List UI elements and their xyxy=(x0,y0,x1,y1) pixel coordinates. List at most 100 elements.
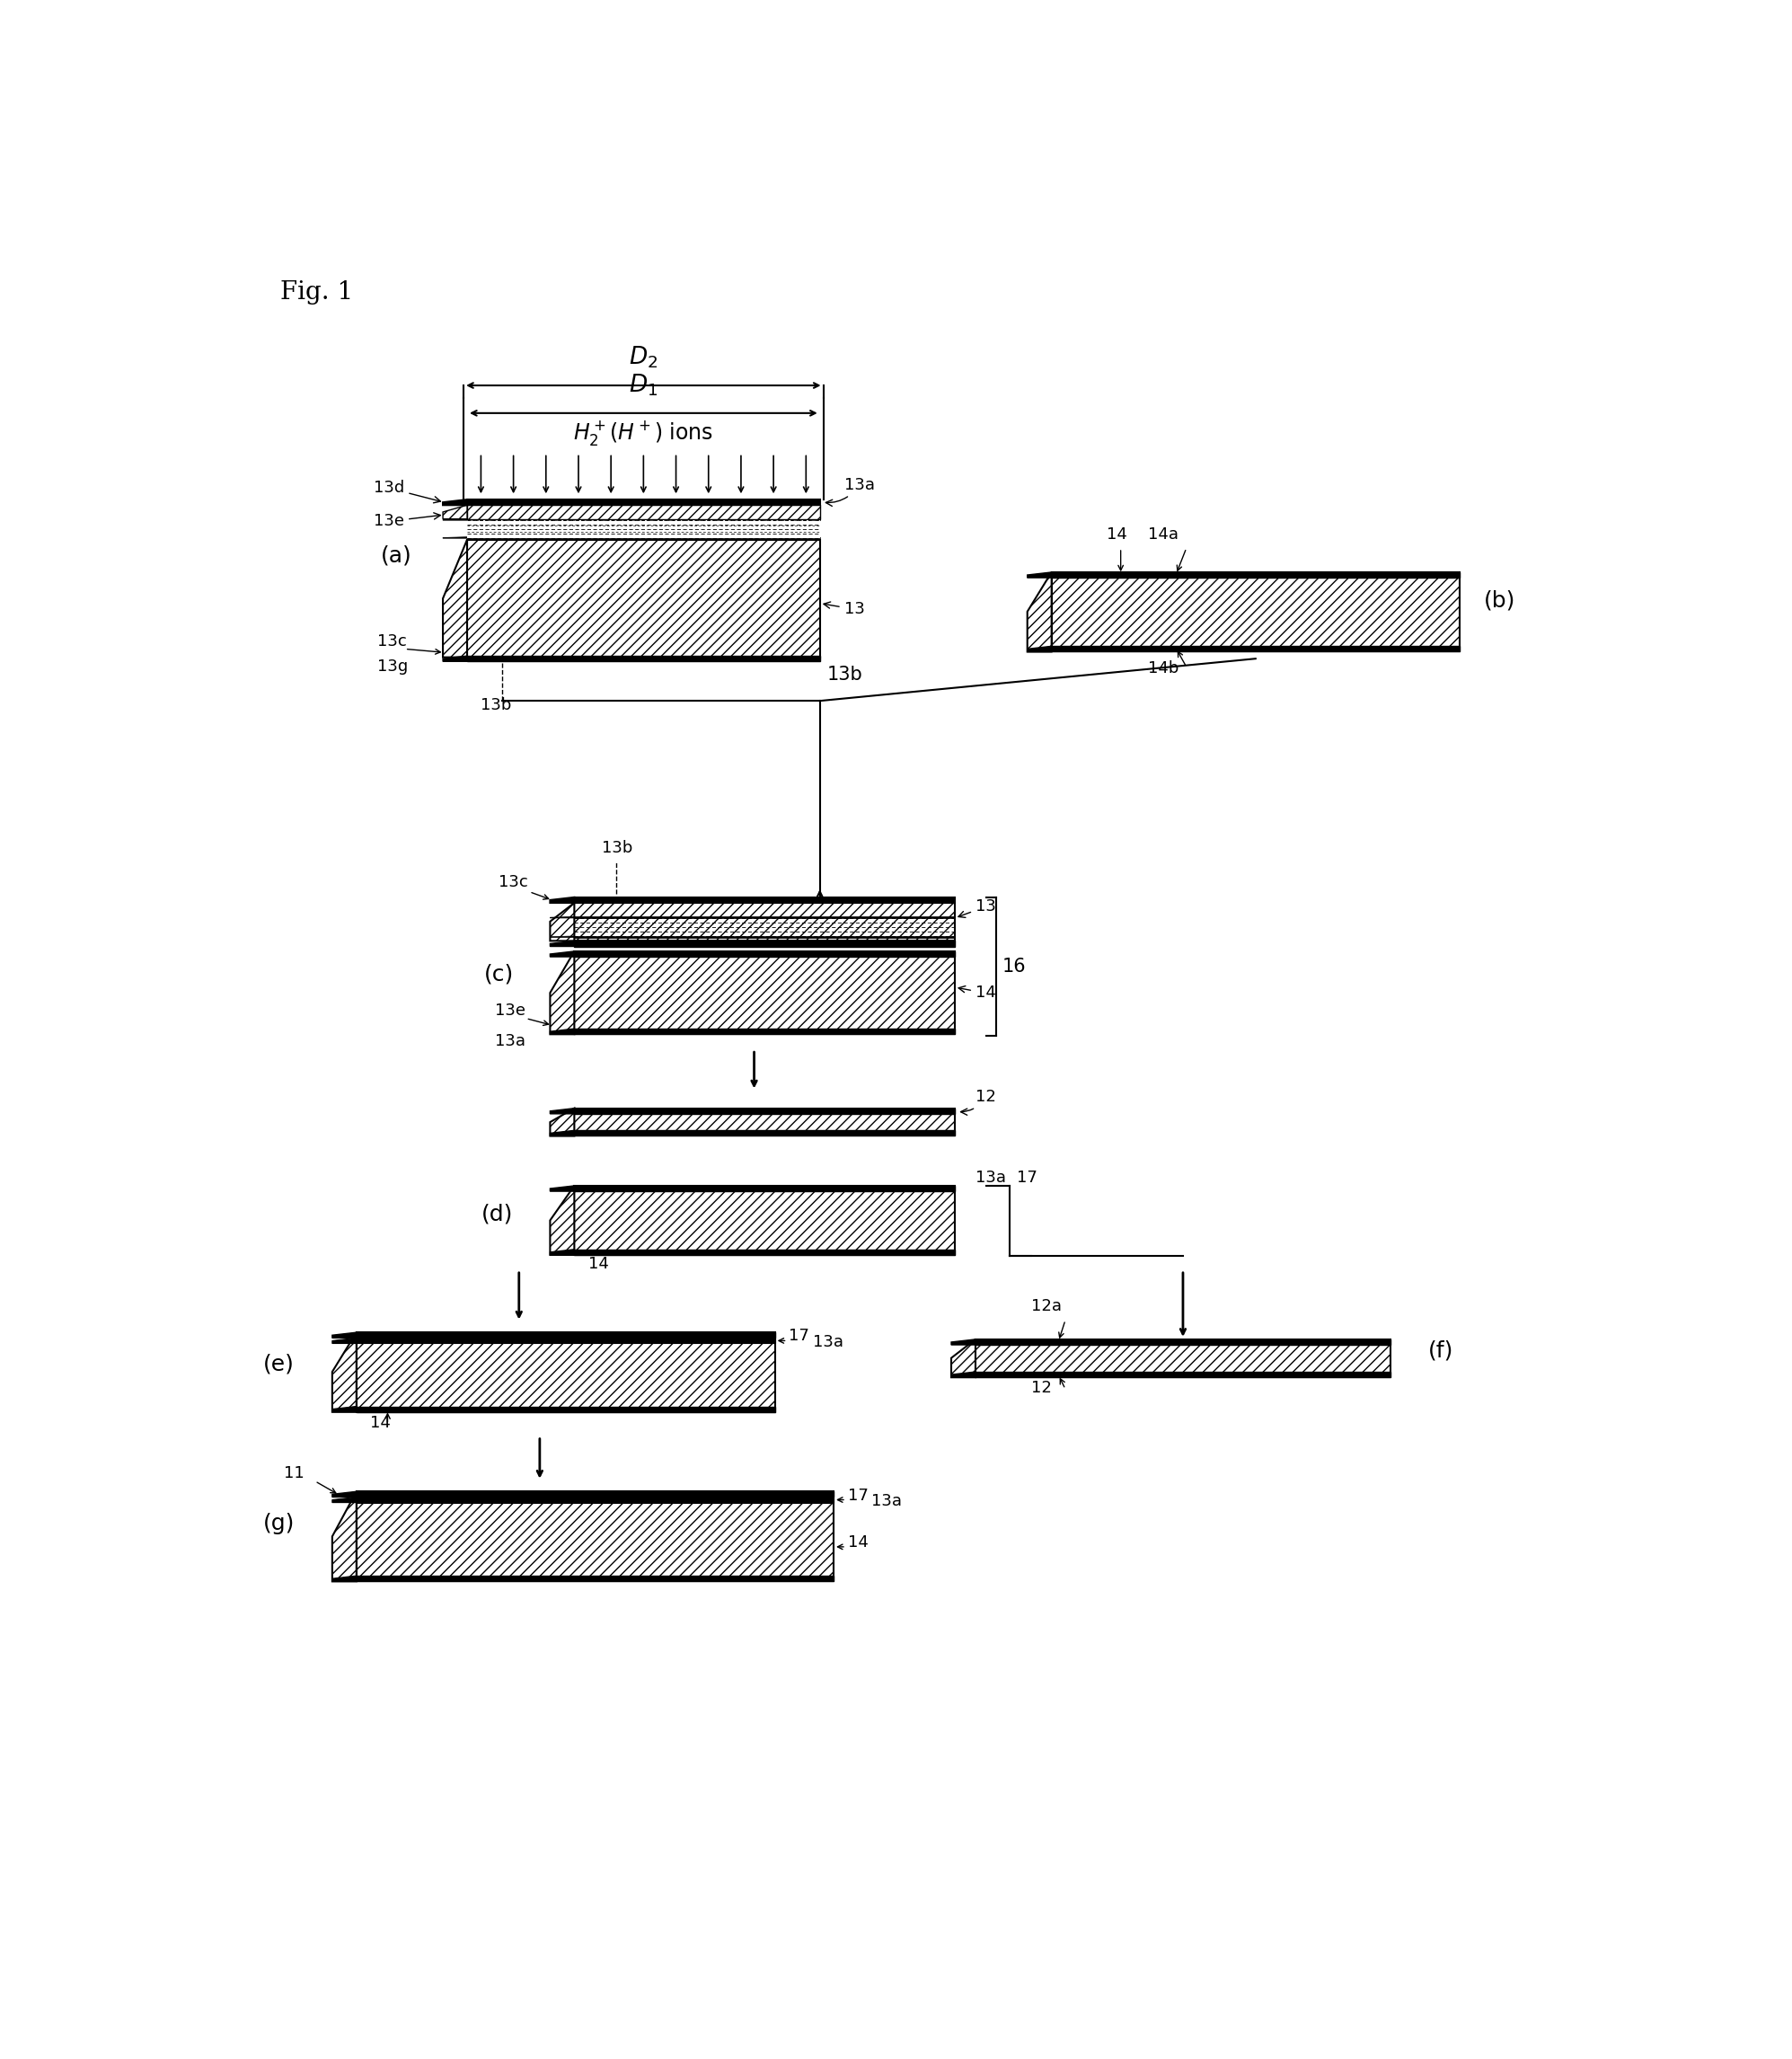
Bar xyxy=(468,504,819,519)
Text: 13: 13 xyxy=(959,898,996,918)
Text: 13a: 13a xyxy=(826,476,874,507)
Bar xyxy=(357,1332,774,1338)
Text: 13: 13 xyxy=(824,601,864,618)
Text: 13b: 13b xyxy=(602,840,633,857)
Polygon shape xyxy=(952,1338,975,1345)
Text: $H_2^+(H^+)$ ions: $H_2^+(H^+)$ ions xyxy=(573,418,713,447)
Bar xyxy=(573,951,955,1034)
Polygon shape xyxy=(550,1186,573,1254)
Bar xyxy=(468,539,819,657)
Text: 13a: 13a xyxy=(495,1034,525,1050)
Text: (f): (f) xyxy=(1428,1340,1453,1361)
Text: 13b: 13b xyxy=(826,665,862,684)
Polygon shape xyxy=(332,1491,357,1497)
Bar xyxy=(1052,647,1460,653)
Bar xyxy=(573,951,955,957)
Polygon shape xyxy=(443,500,468,504)
Polygon shape xyxy=(952,1338,975,1377)
Text: 17: 17 xyxy=(788,1328,810,1345)
Bar xyxy=(1052,572,1460,579)
Polygon shape xyxy=(332,1406,357,1412)
Polygon shape xyxy=(1027,647,1052,653)
Text: 12: 12 xyxy=(1030,1380,1052,1396)
Bar xyxy=(975,1338,1391,1377)
Text: (e): (e) xyxy=(263,1353,294,1375)
Polygon shape xyxy=(550,1108,573,1114)
Text: 14: 14 xyxy=(1107,527,1127,544)
Bar xyxy=(573,1250,955,1254)
Text: 14: 14 xyxy=(848,1534,867,1550)
Polygon shape xyxy=(550,1250,573,1254)
Text: 11: 11 xyxy=(283,1466,305,1480)
Text: 14a: 14a xyxy=(1149,527,1179,544)
Polygon shape xyxy=(550,1186,573,1192)
Bar xyxy=(573,941,955,947)
Text: 17: 17 xyxy=(848,1487,867,1503)
Text: Fig. 1: Fig. 1 xyxy=(280,280,353,305)
Polygon shape xyxy=(1027,572,1052,579)
Bar xyxy=(573,1108,955,1114)
Text: 13b: 13b xyxy=(480,698,513,712)
Text: 13g: 13g xyxy=(376,659,409,675)
Bar xyxy=(468,521,819,537)
Text: (b): (b) xyxy=(1484,589,1516,612)
Polygon shape xyxy=(550,1030,573,1034)
Polygon shape xyxy=(550,1108,573,1137)
Polygon shape xyxy=(332,1338,357,1342)
Text: 14b: 14b xyxy=(1149,661,1179,675)
Text: 12a: 12a xyxy=(1030,1297,1061,1314)
Polygon shape xyxy=(1027,572,1052,653)
Bar xyxy=(573,1030,955,1034)
Text: (c): (c) xyxy=(484,964,514,984)
Polygon shape xyxy=(550,951,573,1034)
Bar xyxy=(1052,572,1460,653)
Polygon shape xyxy=(550,951,573,957)
Polygon shape xyxy=(332,1332,357,1412)
Text: 12: 12 xyxy=(961,1089,996,1116)
Polygon shape xyxy=(550,1130,573,1137)
Text: $D_2$: $D_2$ xyxy=(629,344,658,371)
Text: 13e: 13e xyxy=(375,513,441,529)
Polygon shape xyxy=(550,898,573,902)
Bar xyxy=(573,1186,955,1254)
Bar xyxy=(357,1332,774,1412)
Polygon shape xyxy=(332,1332,357,1338)
Polygon shape xyxy=(332,1497,357,1503)
Bar xyxy=(975,1371,1391,1377)
Polygon shape xyxy=(443,504,468,519)
Text: 17: 17 xyxy=(1016,1170,1038,1186)
Text: 13a: 13a xyxy=(975,1170,1005,1186)
Bar xyxy=(573,1130,955,1137)
Bar xyxy=(357,1338,774,1342)
Polygon shape xyxy=(332,1575,357,1581)
Text: (a): (a) xyxy=(380,546,412,566)
Bar xyxy=(357,1406,774,1412)
Text: 13c: 13c xyxy=(376,632,407,649)
Text: 13e: 13e xyxy=(495,1003,525,1019)
Bar xyxy=(357,1491,833,1497)
Bar xyxy=(468,500,819,504)
Text: (g): (g) xyxy=(263,1513,296,1534)
Polygon shape xyxy=(332,1491,357,1581)
Text: 16: 16 xyxy=(1002,957,1025,976)
Text: 14: 14 xyxy=(371,1415,391,1431)
Text: 13c: 13c xyxy=(498,875,527,889)
Bar xyxy=(357,1491,833,1581)
Bar xyxy=(468,657,819,661)
Polygon shape xyxy=(550,941,573,947)
Text: 13a: 13a xyxy=(814,1334,844,1351)
Polygon shape xyxy=(443,539,468,657)
Bar xyxy=(357,1575,833,1581)
Polygon shape xyxy=(443,657,468,661)
Text: 14: 14 xyxy=(588,1256,609,1272)
Polygon shape xyxy=(952,1371,975,1377)
Bar xyxy=(357,1497,833,1503)
Bar xyxy=(573,898,955,902)
Bar xyxy=(573,1186,955,1192)
Text: 14: 14 xyxy=(959,984,996,1001)
Text: $D_1$: $D_1$ xyxy=(629,373,658,397)
Text: 13d: 13d xyxy=(375,480,441,502)
Polygon shape xyxy=(550,902,573,941)
Text: 13a: 13a xyxy=(871,1493,901,1509)
Bar xyxy=(573,1108,955,1137)
